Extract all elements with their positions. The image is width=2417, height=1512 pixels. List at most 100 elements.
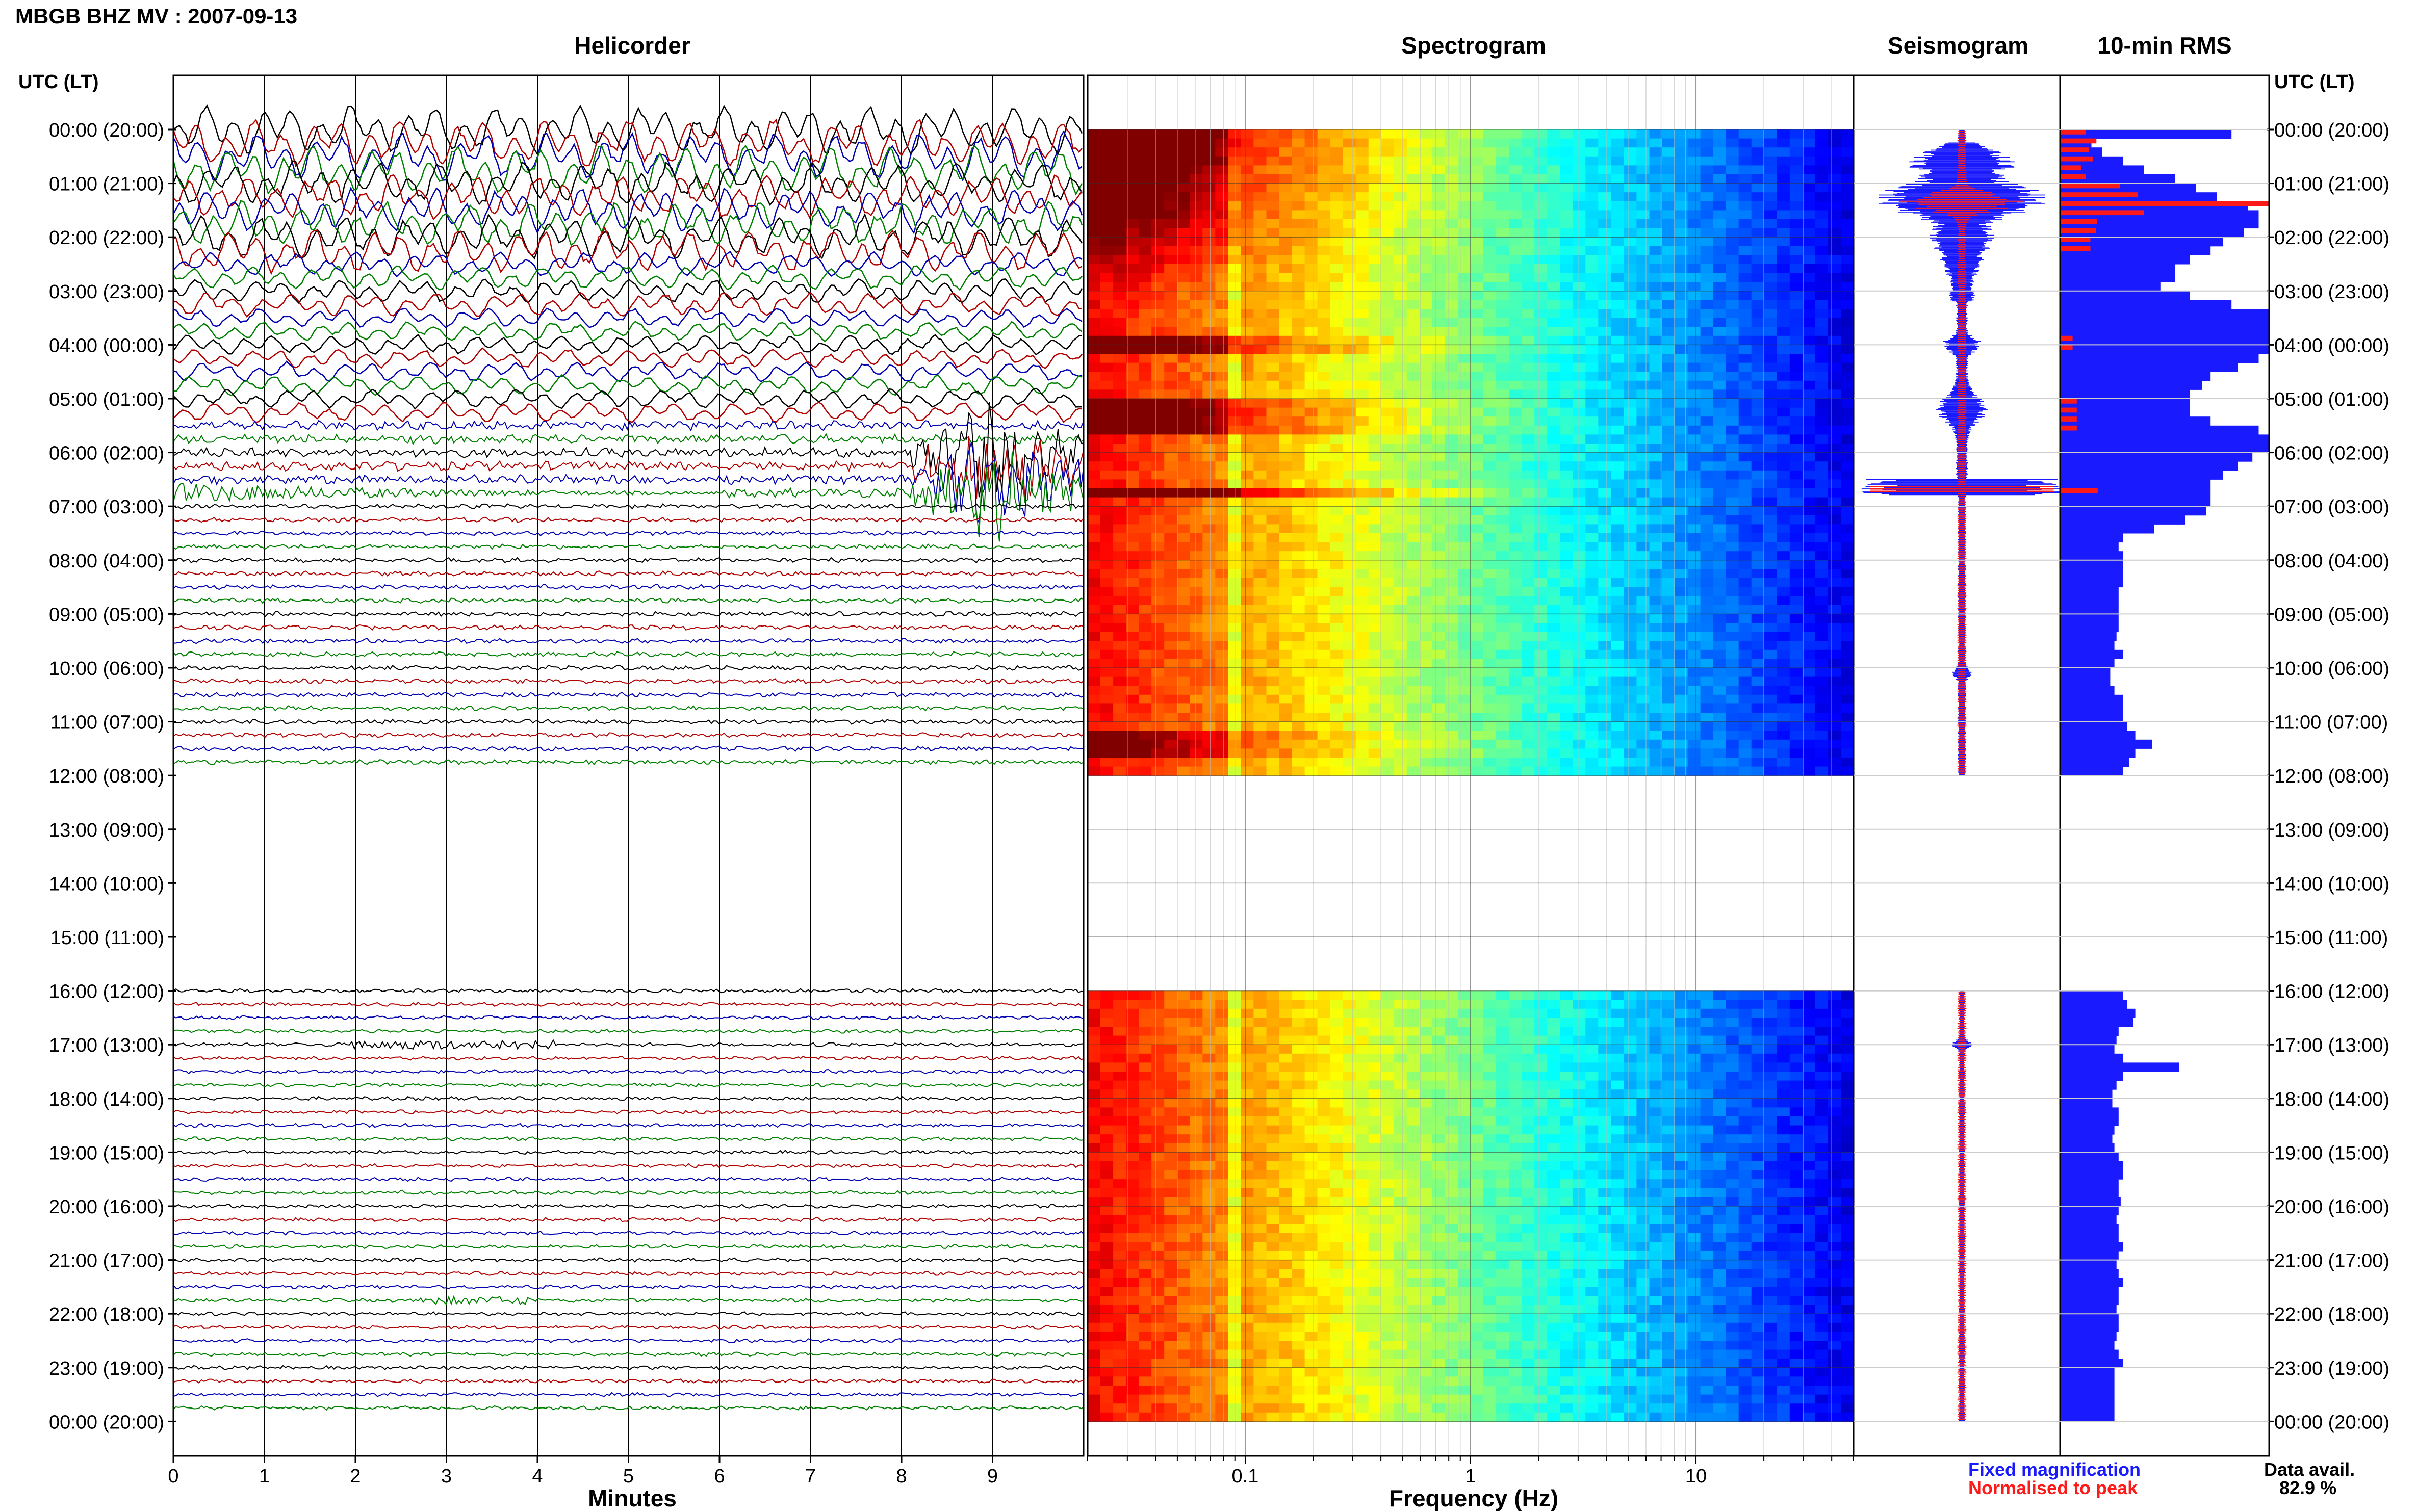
spectrogram-cell	[1139, 336, 1152, 345]
spectrogram-cell	[1841, 399, 1854, 408]
spectrogram-cell	[1650, 659, 1663, 668]
spectrogram-cell	[1279, 255, 1293, 264]
spectrogram-cell	[1803, 1045, 1816, 1054]
spectrogram-cell	[1496, 354, 1509, 363]
spectrogram-cell	[1381, 632, 1395, 641]
spectrogram-cell	[1177, 453, 1190, 462]
spectrogram-cell	[1611, 614, 1624, 623]
spectrogram-cell	[1611, 479, 1624, 488]
spectrogram-cell	[1547, 327, 1560, 336]
spectrogram-cell	[1764, 444, 1778, 453]
spectrogram-cell	[1815, 1009, 1829, 1018]
spectrogram-cell	[1088, 748, 1101, 758]
spectrogram-cell	[1790, 498, 1803, 507]
spectrogram-cell	[1777, 174, 1790, 184]
spectrogram-cell	[1598, 453, 1611, 462]
spectrogram-cell	[1369, 264, 1382, 273]
spectrogram-cell	[1100, 533, 1114, 542]
spectrogram-cell	[1190, 650, 1203, 659]
spectrogram-cell	[1611, 488, 1624, 498]
spectrogram-cell	[1215, 389, 1228, 399]
spectrogram-cell	[1394, 740, 1407, 749]
spectrogram-cell	[1636, 1054, 1650, 1063]
spectrogram-cell	[1432, 722, 1446, 731]
spectrogram-cell	[1815, 157, 1829, 166]
spectrogram-cell	[1547, 354, 1560, 363]
spectrogram-cell	[1215, 210, 1228, 219]
spectrogram-cell	[1369, 740, 1382, 749]
spectrogram-cell	[1164, 991, 1177, 1000]
spectrogram-cell	[1394, 255, 1407, 264]
spectrogram-cell	[1330, 399, 1344, 408]
spectrogram-cell	[1151, 722, 1165, 731]
spectrogram-cell	[1611, 264, 1624, 273]
spectrogram-cell	[1739, 659, 1752, 668]
spectrogram-cell	[1267, 641, 1280, 650]
spectrogram-cell	[1739, 515, 1752, 525]
spectrogram-cell	[1100, 740, 1114, 749]
spectrogram-cell	[1636, 139, 1650, 148]
spectrogram-cell	[1764, 273, 1778, 282]
spectrogram-cell	[1126, 372, 1139, 381]
spectrogram-cell	[1088, 1009, 1101, 1018]
spectrogram-cell	[1662, 192, 1676, 201]
spectrogram-cell	[1202, 336, 1216, 345]
spectrogram-cell	[1611, 389, 1624, 399]
spectrogram-cell	[1202, 381, 1216, 390]
spectrogram-cell	[1611, 686, 1624, 695]
spectrogram-cell	[1151, 471, 1165, 480]
spectrogram-cell	[1445, 300, 1458, 309]
spectrogram-cell	[1253, 345, 1267, 354]
spectrogram-cell	[1483, 569, 1497, 578]
spectrogram-cell	[1662, 345, 1676, 354]
spectrogram-cell	[1611, 426, 1624, 435]
spectrogram-cell	[1177, 354, 1190, 363]
spectrogram-cell	[1828, 237, 1841, 246]
spectrogram-cell	[1190, 363, 1203, 372]
spectrogram-cell	[1279, 1072, 1293, 1081]
spectrogram-cell	[1445, 488, 1458, 498]
spectrogram-cell	[1752, 533, 1765, 542]
minute-tick-label: 3	[441, 1466, 452, 1487]
spectrogram-cell	[1509, 713, 1522, 722]
spectrogram-cell	[1113, 703, 1126, 713]
spectrogram-cell	[1190, 1018, 1203, 1027]
spectrogram-cell	[1650, 596, 1663, 605]
spectrogram-cell	[1177, 515, 1190, 525]
spectrogram-cell	[1267, 255, 1280, 264]
spectrogram-cell	[1815, 219, 1829, 228]
spectrogram-cell	[1547, 596, 1560, 605]
spectrogram-cell	[1369, 758, 1382, 767]
spectrogram-cell	[1790, 157, 1803, 166]
spectrogram-cell	[1752, 686, 1765, 695]
spectrogram-cell	[1471, 318, 1484, 327]
spectrogram-cell	[1279, 264, 1293, 273]
spectrogram-cell	[1330, 731, 1344, 740]
spectrogram-cell	[1764, 1018, 1778, 1027]
spectrogram-cell	[1279, 237, 1293, 246]
spectrogram-cell	[1662, 336, 1676, 345]
spectrogram-cell	[1356, 363, 1369, 372]
spectrogram-cell	[1305, 273, 1318, 282]
spectrogram-cell	[1522, 363, 1535, 372]
spectrogram-cell	[1458, 228, 1471, 238]
spectrogram-cell	[1585, 363, 1599, 372]
spectrogram-cell	[1381, 623, 1395, 632]
spectrogram-cell	[1330, 300, 1344, 309]
spectrogram-cell	[1100, 416, 1114, 426]
spectrogram-cell	[1177, 479, 1190, 488]
spectrogram-cell	[1330, 677, 1344, 686]
spectrogram-cell	[1113, 461, 1126, 471]
spectrogram-cell	[1215, 713, 1228, 722]
spectrogram-cell	[1790, 434, 1803, 444]
spectrogram-cell	[1624, 560, 1637, 569]
spectrogram-cell	[1496, 695, 1509, 704]
spectrogram-cell	[1318, 1027, 1331, 1036]
spectrogram-cell	[1151, 1036, 1165, 1045]
spectrogram-cell	[1585, 416, 1599, 426]
spectrogram-cell	[1560, 363, 1573, 372]
spectrogram-cell	[1318, 291, 1331, 300]
spectrogram-cell	[1777, 228, 1790, 238]
spectrogram-cell	[1267, 578, 1280, 587]
spectrogram-cell	[1585, 758, 1599, 767]
